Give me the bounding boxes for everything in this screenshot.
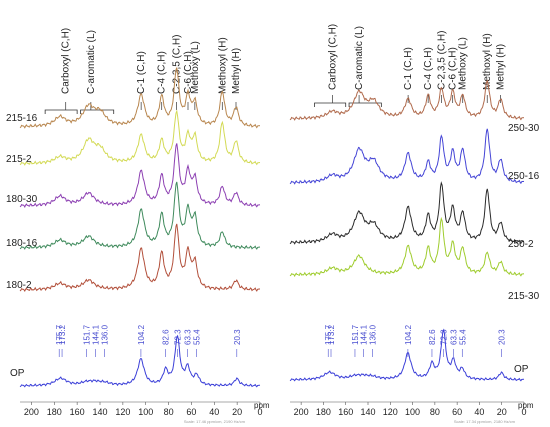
- reference-spectrum-line: [19, 334, 261, 388]
- x-tick-label: 0: [521, 407, 526, 417]
- x-tick-label: 160: [338, 407, 353, 417]
- reference-spectrum-line: [289, 328, 525, 382]
- x-tick-label: 180: [47, 407, 62, 417]
- series-label: 215-30: [508, 291, 540, 302]
- series-label: 180-2: [6, 280, 32, 291]
- peak-label: 20.3: [497, 329, 506, 345]
- peak-label: 136.0: [368, 324, 377, 345]
- peak-label: 104.2: [404, 324, 413, 345]
- group-label: Methyl (H): [231, 48, 242, 94]
- series-label: 215-2: [6, 154, 32, 165]
- group-label: C-aromatic (L): [86, 30, 97, 94]
- peak-label: 63.3: [184, 329, 193, 345]
- group-label: Carboxyl (C,H): [61, 28, 72, 94]
- x-tick-label: 80: [164, 407, 174, 417]
- group-label: Methyl (H): [496, 44, 507, 90]
- group-label: C-1 (C,H): [136, 51, 147, 94]
- series-label: 215-16: [6, 113, 38, 124]
- series-label: 250-30: [508, 123, 540, 134]
- x-tick-label: 80: [430, 407, 440, 417]
- scale-footnote: Scale: 17.34 ppm/cm, 2180 Hz/cm: [454, 419, 516, 424]
- peak-label: 175.7: [55, 324, 64, 345]
- region-bracket: [314, 102, 347, 107]
- group-label: C-6 (C,H): [183, 51, 194, 94]
- peak-label: 151.7: [83, 324, 92, 345]
- x-tick-label: 60: [186, 407, 196, 417]
- group-label: Methoxyl (H): [217, 37, 228, 94]
- x-tick-label: 200: [294, 407, 309, 417]
- x-unit-label: ppm: [518, 401, 534, 410]
- peak-label: 72.3: [439, 329, 448, 345]
- peak-label: 55.4: [458, 329, 467, 345]
- group-label: Methoxyl (H): [482, 33, 493, 90]
- group-label: C-aromatic (L): [354, 26, 365, 90]
- peak-label: 55.4: [193, 329, 202, 345]
- spectrum-line-215-16: [19, 67, 261, 129]
- x-tick-label: 100: [405, 407, 420, 417]
- right-spectra-panel: Carboxyl (C,H) C-aromatic (L) C-1 (C,H) C-4…: [289, 24, 540, 424]
- series-label: 180-16: [6, 238, 38, 249]
- peak-label: 173.2: [58, 324, 67, 345]
- x-tick-label: 120: [115, 407, 130, 417]
- x-tick-label: 20: [232, 407, 242, 417]
- series-label: 180-30: [6, 194, 38, 205]
- peak-label: 82.6: [428, 329, 437, 345]
- spectrum-line-215-2: [19, 109, 261, 166]
- spectrum-line-250-2: [289, 181, 525, 245]
- peak-label: 173.2: [327, 324, 336, 345]
- x-tick-label: 0: [257, 407, 262, 417]
- group-label: C-4 (C,H): [157, 51, 168, 94]
- x-tick-label: 20: [497, 407, 507, 417]
- region-bracket: [44, 109, 78, 114]
- group-label: Methoxy (L): [458, 37, 469, 90]
- peak-label: 82.6: [162, 329, 171, 345]
- region-bracket: [80, 109, 115, 114]
- region-bracket: [348, 102, 382, 107]
- group-label: C-1 (C,H): [403, 47, 414, 90]
- reference-label: OP: [514, 364, 529, 375]
- x-tick-label: 180: [316, 407, 331, 417]
- group-label: Methoxy (L): [190, 41, 201, 94]
- group-label: C-6 (C,H): [448, 47, 459, 90]
- x-tick-label: 140: [92, 407, 107, 417]
- peak-label: 175.7: [324, 324, 333, 345]
- x-tick-label: 140: [360, 407, 375, 417]
- reference-label: OP: [10, 368, 25, 379]
- peak-label: 63.3: [449, 329, 458, 345]
- x-tick-label: 60: [452, 407, 462, 417]
- spectrum-line-180-16: [19, 181, 261, 250]
- x-tick-label: 200: [24, 407, 39, 417]
- group-label: C-2,3,5 (C,H): [172, 35, 183, 94]
- spectrum-line-250-16: [289, 128, 525, 185]
- peak-label: 144.1: [359, 324, 368, 345]
- scale-footnote: Scale: 17.46 ppm/cm, 2190 Hz/cm: [184, 419, 246, 424]
- group-label: Carboxyl (C,H): [327, 24, 338, 90]
- x-tick-label: 40: [474, 407, 484, 417]
- peak-label: 151.7: [351, 324, 360, 345]
- left-spectra-panel: Carboxyl (C,H) C-aromatic (L) C-1 (C,H) C-4…: [6, 28, 270, 424]
- peak-label: 104.2: [137, 324, 146, 345]
- peak-label: 144.1: [91, 324, 100, 345]
- x-tick-label: 160: [70, 407, 85, 417]
- spectrum-line-180-2: [19, 223, 260, 293]
- peak-label: 136.0: [101, 324, 110, 345]
- x-tick-label: 120: [383, 407, 398, 417]
- x-unit-label: ppm: [254, 401, 270, 410]
- series-label: 250-2: [508, 239, 534, 250]
- spectrum-line-215-30: [289, 216, 525, 278]
- x-tick-label: 100: [138, 407, 153, 417]
- series-label: 250-16: [508, 171, 540, 182]
- spectrum-line-250-30: [289, 79, 525, 121]
- x-tick-label: 40: [209, 407, 219, 417]
- group-label: C-2,3,5 (C,H): [437, 31, 448, 90]
- peak-label: 20.3: [233, 329, 242, 345]
- group-label: C-4 (C,H): [423, 47, 434, 90]
- spectrum-line-180-30: [19, 143, 261, 208]
